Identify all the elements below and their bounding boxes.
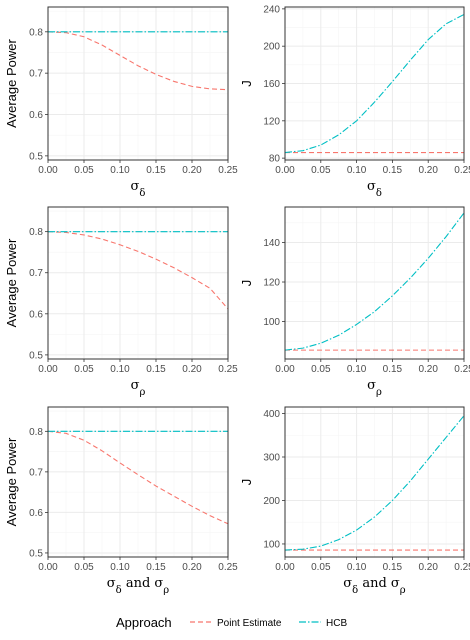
- x-tick-label: 0.20: [418, 364, 438, 375]
- x-tick-label: 0.25: [218, 562, 238, 573]
- y-axis-title: Average Power: [4, 39, 19, 128]
- x-tick-label: 0.15: [383, 562, 403, 573]
- y-axis-title: J: [239, 80, 254, 87]
- x-tick-label: 0.05: [74, 562, 94, 573]
- x-tick-label: 0.10: [347, 165, 367, 176]
- legend-item-hcb: HCB: [299, 618, 347, 629]
- y-tick-label: 0.5: [29, 548, 43, 559]
- x-axis-title: σρ: [367, 378, 382, 398]
- x-tick-label: 0.20: [418, 165, 438, 176]
- y-tick-label: 0.7: [29, 268, 43, 279]
- x-tick-label: 0.10: [347, 562, 367, 573]
- y-axis-title: J: [239, 479, 254, 486]
- x-tick-label: 0.00: [275, 165, 295, 176]
- panel-border: [284, 406, 465, 558]
- panel-border: [284, 206, 465, 360]
- y-tick-label: 100: [263, 539, 280, 550]
- x-tick-label: 0.25: [218, 364, 238, 375]
- panel-border: [47, 206, 229, 360]
- x-tick-label: 0.20: [182, 562, 202, 573]
- y-tick-label: 400: [263, 409, 280, 420]
- y-tick-label: 0.6: [29, 309, 43, 320]
- panel-border: [47, 406, 229, 558]
- x-tick-label: 0.25: [454, 562, 470, 573]
- y-tick-label: 0.7: [29, 69, 43, 80]
- panel-5: 0.00 0.05 0.10 0.15 0.20 0.25 0.5 0.6 0.7 0.8 Aver…: [4, 406, 238, 596]
- panel-6: 0.00 0.05 0.10 0.15 0.20 0.25 100 200 300 400 Jσδ …: [239, 406, 470, 596]
- x-tick-label: 0.00: [38, 165, 58, 176]
- x-axis-title: σρ: [131, 378, 146, 398]
- x-tick-label: 0.05: [311, 364, 331, 375]
- x-tick-label: 0.15: [383, 364, 403, 375]
- x-axis-title: σδ: [367, 179, 382, 199]
- y-tick-label: 100: [263, 317, 280, 328]
- legend-label-hcb: HCB: [326, 618, 347, 629]
- legend-label-point-estimate: Point Estimate: [217, 618, 282, 629]
- y-axis-title: Average Power: [4, 238, 19, 327]
- series-line-point-estimate: [47, 31, 229, 91]
- y-tick-label: 120: [263, 116, 280, 127]
- y-tick-label: 120: [263, 278, 280, 289]
- x-axis-title: σδ and σρ: [343, 576, 406, 596]
- panel-1: 0.00 0.05 0.10 0.15 0.20 0.25 0.5 0.6 0.7 0.8 Aver…: [4, 6, 238, 199]
- series-line-point-estimate: [47, 231, 229, 310]
- y-tick-label: 80: [269, 154, 281, 165]
- y-tick-label: 300: [263, 453, 280, 464]
- panel-border: [47, 6, 229, 161]
- x-tick-label: 0.10: [110, 165, 130, 176]
- x-tick-label: 0.05: [311, 165, 331, 176]
- y-tick-label: 0.8: [29, 427, 43, 438]
- y-tick-label: 200: [263, 496, 280, 507]
- x-axis-title: σδ: [131, 179, 146, 199]
- series-line-hcb: [284, 212, 465, 351]
- x-tick-label: 0.00: [275, 562, 295, 573]
- x-axis-title: σδ and σρ: [107, 576, 170, 596]
- x-tick-label: 0.00: [275, 364, 295, 375]
- y-axis-title: Average Power: [4, 437, 19, 526]
- series-line-hcb: [284, 13, 465, 154]
- x-tick-label: 0.15: [146, 364, 166, 375]
- series-line-point-estimate: [47, 430, 229, 525]
- series-line-hcb: [284, 415, 465, 551]
- legend: Approach Point Estimate HCB: [116, 615, 347, 630]
- legend-title: Approach: [116, 615, 172, 630]
- y-tick-label: 160: [263, 79, 280, 90]
- legend-item-point-estimate: Point Estimate: [190, 618, 282, 629]
- y-tick-label: 0.6: [29, 508, 43, 519]
- y-tick-label: 0.8: [29, 227, 43, 238]
- y-tick-label: 0.7: [29, 467, 43, 478]
- x-tick-label: 0.20: [182, 364, 202, 375]
- x-tick-label: 0.20: [418, 562, 438, 573]
- x-tick-label: 0.20: [182, 165, 202, 176]
- x-tick-label: 0.25: [454, 165, 470, 176]
- x-tick-label: 0.00: [38, 562, 58, 573]
- y-tick-label: 140: [263, 238, 280, 249]
- x-tick-label: 0.15: [146, 562, 166, 573]
- x-tick-label: 0.15: [383, 165, 403, 176]
- y-tick-label: 0.5: [29, 350, 43, 361]
- y-tick-label: 200: [263, 42, 280, 53]
- x-tick-label: 0.25: [454, 364, 470, 375]
- x-tick-label: 0.05: [74, 165, 94, 176]
- panel-3: 0.00 0.05 0.10 0.15 0.20 0.25 0.5 0.6 0.7 0.8 Aver…: [4, 206, 238, 398]
- y-axis-title: J: [239, 280, 254, 287]
- y-tick-label: 0.5: [29, 151, 43, 162]
- y-tick-label: 0.6: [29, 110, 43, 121]
- x-tick-label: 0.05: [311, 562, 331, 573]
- x-tick-label: 0.15: [146, 165, 166, 176]
- x-tick-label: 0.00: [38, 364, 58, 375]
- panels: 0.00 0.05 0.10 0.15 0.20 0.25 0.5 0.6 0.7 0.8 Aver…: [4, 4, 470, 595]
- x-tick-label: 0.10: [110, 562, 130, 573]
- x-tick-label: 0.10: [347, 364, 367, 375]
- y-tick-label: 240: [263, 4, 280, 15]
- x-tick-label: 0.10: [110, 364, 130, 375]
- x-tick-label: 0.25: [218, 165, 238, 176]
- x-tick-label: 0.05: [74, 364, 94, 375]
- y-tick-label: 0.8: [29, 27, 43, 38]
- panel-2: 0.00 0.05 0.10 0.15 0.20 0.25 80 120 160 200 240 Jσ…: [239, 4, 470, 198]
- panel-4: 0.00 0.05 0.10 0.15 0.20 0.25 100 120 140 Jσρ: [239, 206, 470, 398]
